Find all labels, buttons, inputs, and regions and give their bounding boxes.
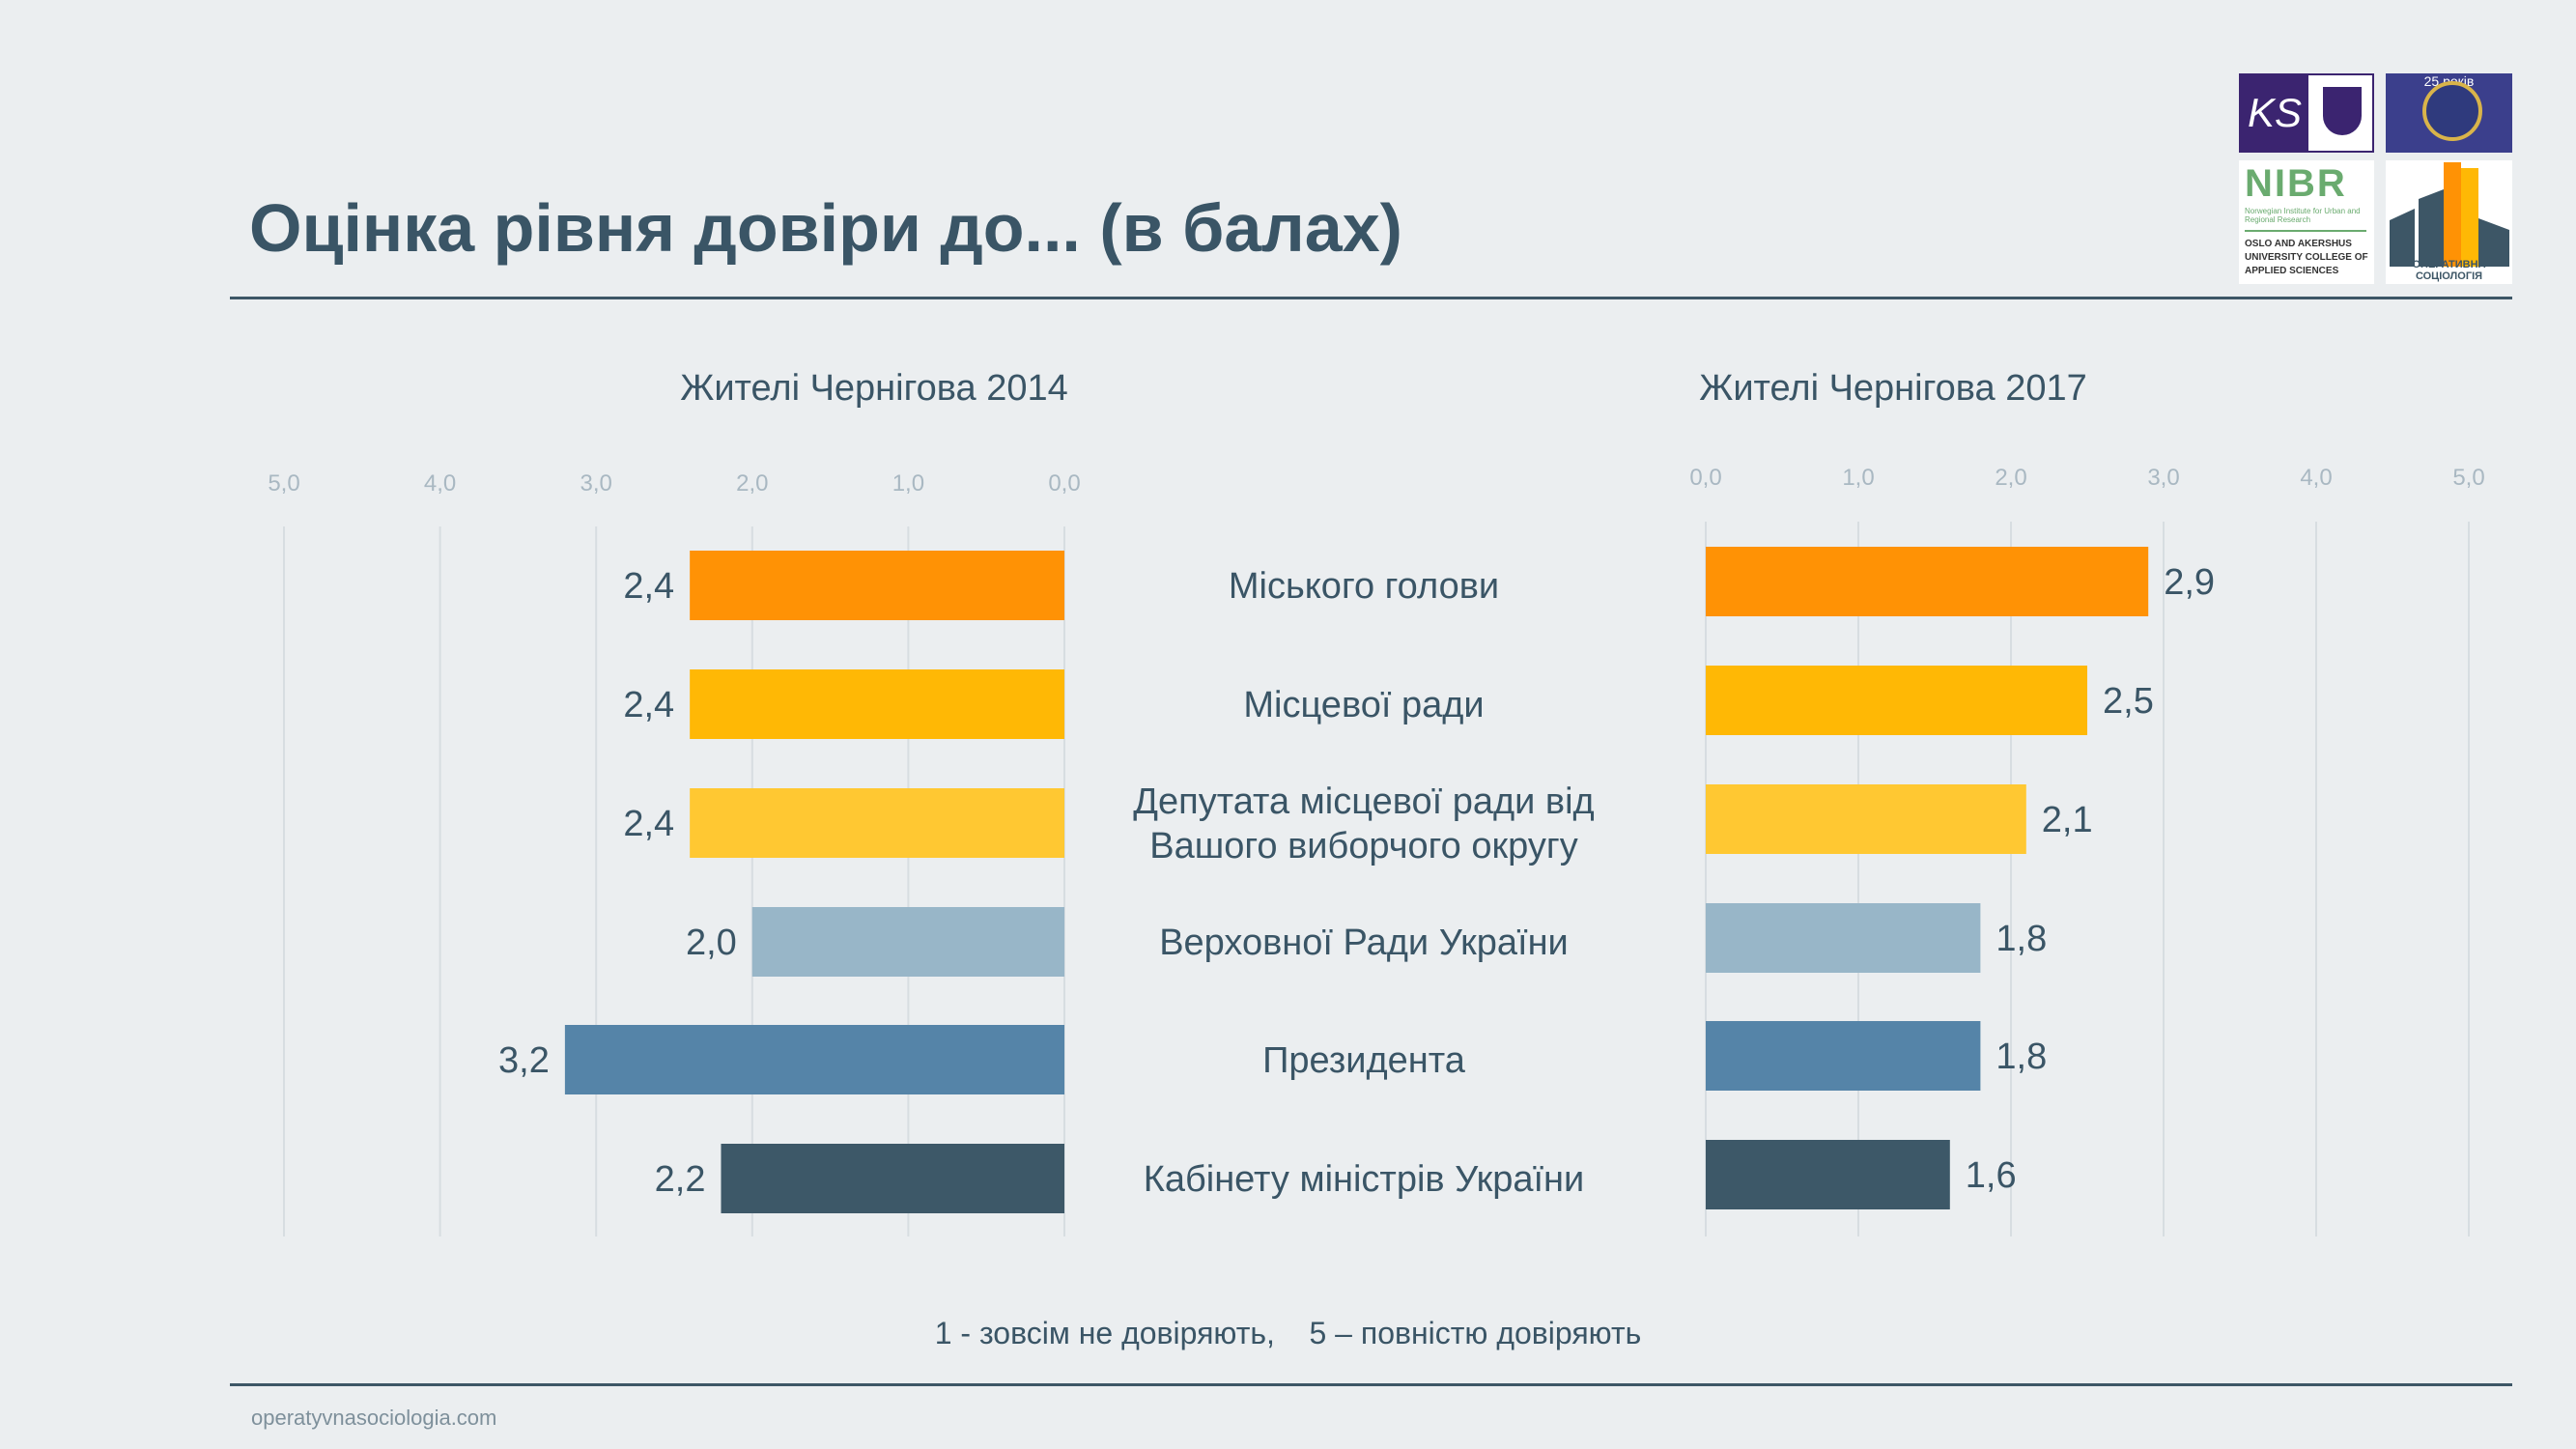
data-label: 2,0 bbox=[686, 923, 737, 963]
page-title: Оцінка рівня довіри до... (в балах) bbox=[249, 190, 1402, 266]
category-label: Верховної Ради України bbox=[1159, 923, 1569, 963]
bar bbox=[690, 788, 1064, 858]
category-label: Місцевої ради bbox=[1243, 685, 1484, 725]
chart-title-1: Жителі Чернігова 2017 bbox=[1699, 368, 2087, 409]
operatyvna-sociologia-logo: ОПЕРАТИВНА СОЦІОЛОГІЯ bbox=[2386, 160, 2512, 284]
tick-label: 0,0 bbox=[1689, 465, 1721, 491]
oslo-logo-text: OSLO AND AKERSHUS UNIVERSITY COLLEGE OF … bbox=[2245, 239, 2368, 276]
scale-note: 1 - зовсім не довіряють, 5 – повністю до… bbox=[934, 1316, 1642, 1350]
tick-label: 2,0 bbox=[736, 470, 768, 497]
tick-label: 1,0 bbox=[1842, 465, 1874, 491]
bar bbox=[1706, 1021, 1981, 1091]
tick-label: 0,0 bbox=[1048, 470, 1080, 497]
data-label: 2,5 bbox=[2103, 681, 2154, 722]
category-label: Міського голови bbox=[1229, 566, 1499, 607]
nibr-logo-divider bbox=[2245, 230, 2366, 232]
tick-label: 2,0 bbox=[1995, 465, 2026, 491]
category-label: Президента bbox=[1262, 1040, 1466, 1081]
bar bbox=[1706, 547, 2149, 616]
nibr-logo-subtitle: Norwegian Institute for Urban and Region… bbox=[2245, 207, 2361, 224]
data-label: 2,2 bbox=[655, 1159, 706, 1200]
bar bbox=[1706, 1140, 1950, 1209]
category-label: Кабінету міністрів України bbox=[1144, 1159, 1585, 1200]
tick-label: 4,0 bbox=[424, 470, 456, 497]
bar bbox=[1706, 666, 2087, 735]
seal-icon bbox=[2422, 81, 2482, 141]
bar bbox=[690, 669, 1064, 739]
tick-label: 5,0 bbox=[2452, 465, 2484, 491]
data-label: 2,9 bbox=[2164, 562, 2215, 603]
anniversary-seal-logo: 25 років bbox=[2386, 73, 2512, 153]
ks-logo-text: KS bbox=[2241, 75, 2308, 151]
data-label: 1,6 bbox=[1966, 1155, 2017, 1196]
ks-logo: KS bbox=[2239, 73, 2374, 153]
data-label: 2,1 bbox=[2042, 800, 2093, 840]
data-label: 2,4 bbox=[623, 804, 674, 844]
buildings-icon bbox=[2390, 162, 2509, 267]
data-label: 1,8 bbox=[1996, 919, 2047, 959]
title-divider bbox=[230, 297, 2512, 299]
footer-url: operatyvnasociologia.com bbox=[251, 1406, 497, 1430]
tick-label: 3,0 bbox=[2147, 465, 2179, 491]
bar bbox=[1706, 784, 2026, 854]
footer-divider bbox=[230, 1383, 2512, 1386]
data-label: 2,4 bbox=[623, 566, 674, 607]
bar bbox=[1706, 903, 1981, 973]
opsoc-logo-text: ОПЕРАТИВНА СОЦІОЛОГІЯ bbox=[2412, 259, 2486, 282]
tick-label: 3,0 bbox=[580, 470, 612, 497]
category-label: Депутата місцевої ради від bbox=[1133, 781, 1594, 822]
bar bbox=[751, 907, 1064, 977]
crest-icon bbox=[2323, 87, 2362, 135]
bar bbox=[690, 551, 1064, 620]
category-label: Вашого виборчого округу bbox=[1149, 826, 1577, 867]
nibr-logo: NIBR Norwegian Institute for Urban and R… bbox=[2239, 160, 2374, 284]
nibr-logo-text: NIBR bbox=[2245, 162, 2347, 205]
data-label: 2,4 bbox=[623, 685, 674, 725]
trust-chart: 5,0 4,0 3,0 2,0 1,0 0,0 Жителі Чернігова 2014 2… bbox=[268, 368, 2485, 1236]
bar bbox=[721, 1144, 1064, 1213]
tick-label: 4,0 bbox=[2300, 465, 2332, 491]
tick-label: 5,0 bbox=[268, 470, 299, 497]
data-label: 3,2 bbox=[498, 1040, 550, 1081]
partner-logos: KS 25 років NIBR Norwegian Institute for… bbox=[2239, 73, 2512, 284]
data-label: 1,8 bbox=[1996, 1037, 2047, 1077]
chart-title-0: Жителі Чернігова 2014 bbox=[680, 368, 1068, 409]
bar bbox=[564, 1025, 1064, 1094]
tick-label: 1,0 bbox=[892, 470, 924, 497]
